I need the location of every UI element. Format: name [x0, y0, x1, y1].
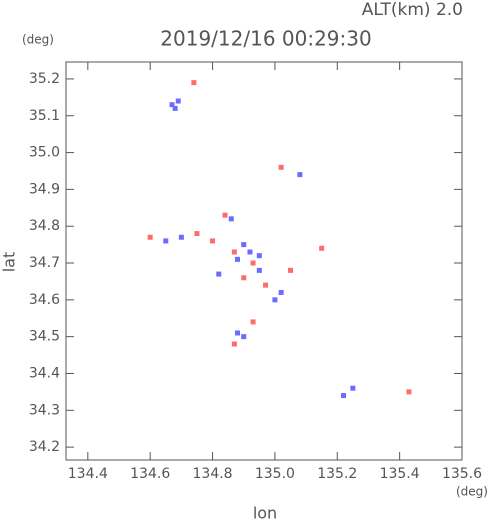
echo-point	[163, 238, 169, 244]
chart-subtitle: ALT(km) 2.0	[362, 0, 463, 20]
y-tick-label: 34.7	[29, 255, 60, 271]
x-tick-label: 135.6	[442, 466, 482, 482]
echo-point	[247, 249, 253, 255]
echo-point	[297, 172, 303, 178]
y-tick-label: 34.2	[29, 439, 60, 455]
x-tick-label: 135.0	[255, 466, 295, 482]
y-tick-label: 35.2	[29, 71, 60, 87]
echo-point	[191, 80, 197, 86]
echo-point	[175, 98, 181, 104]
plot-frame	[65, 61, 463, 461]
echo-point	[341, 393, 347, 399]
x-unit: (deg)	[456, 485, 488, 499]
echo-point	[241, 242, 247, 248]
y-tick-label: 34.5	[29, 329, 60, 345]
echo-point	[210, 238, 216, 244]
echo-point	[250, 260, 256, 266]
y-tick-label: 34.9	[29, 181, 60, 197]
echo-point	[278, 289, 284, 295]
echo-point	[272, 297, 278, 303]
echo-point	[216, 271, 222, 277]
x-tick-label: 135.2	[317, 466, 357, 482]
x-tick-label: 134.4	[68, 466, 108, 482]
echo-point	[172, 105, 178, 111]
y-tick-label: 34.8	[29, 218, 60, 234]
chart-title: 2019/12/16 00:29:30	[160, 27, 371, 51]
echo-point	[178, 234, 184, 240]
x-tick-label: 135.4	[380, 466, 420, 482]
y-unit: (deg)	[22, 33, 54, 47]
y-tick-label: 34.4	[29, 365, 60, 381]
echo-point	[231, 249, 237, 255]
echo-point	[222, 212, 228, 218]
x-tick-label: 134.6	[130, 466, 170, 482]
y-tick-label: 35.1	[29, 108, 60, 124]
y-axis-label: lat	[0, 252, 19, 273]
echo-point	[241, 334, 247, 340]
x-axis-label: lon	[253, 504, 277, 521]
echo-point	[319, 245, 325, 251]
echo-point	[406, 389, 412, 395]
echo-point	[169, 102, 175, 108]
echo-point	[250, 319, 256, 325]
echo-point	[147, 234, 153, 240]
echo-point	[241, 275, 247, 281]
y-tick-label: 34.3	[29, 402, 60, 418]
echo-point	[194, 231, 200, 237]
echo-point	[234, 256, 240, 262]
echo-point	[231, 341, 237, 347]
echo-point	[350, 385, 356, 391]
echo-point	[234, 330, 240, 336]
echo-point	[256, 253, 262, 259]
y-tick-label: 35.0	[29, 145, 60, 161]
y-tick-label: 34.6	[29, 292, 60, 308]
echo-point	[228, 216, 234, 222]
echo-point	[263, 282, 269, 288]
echo-point	[278, 164, 284, 170]
echo-point	[256, 267, 262, 273]
echo-point	[288, 267, 294, 273]
x-tick-label: 134.8	[193, 466, 233, 482]
